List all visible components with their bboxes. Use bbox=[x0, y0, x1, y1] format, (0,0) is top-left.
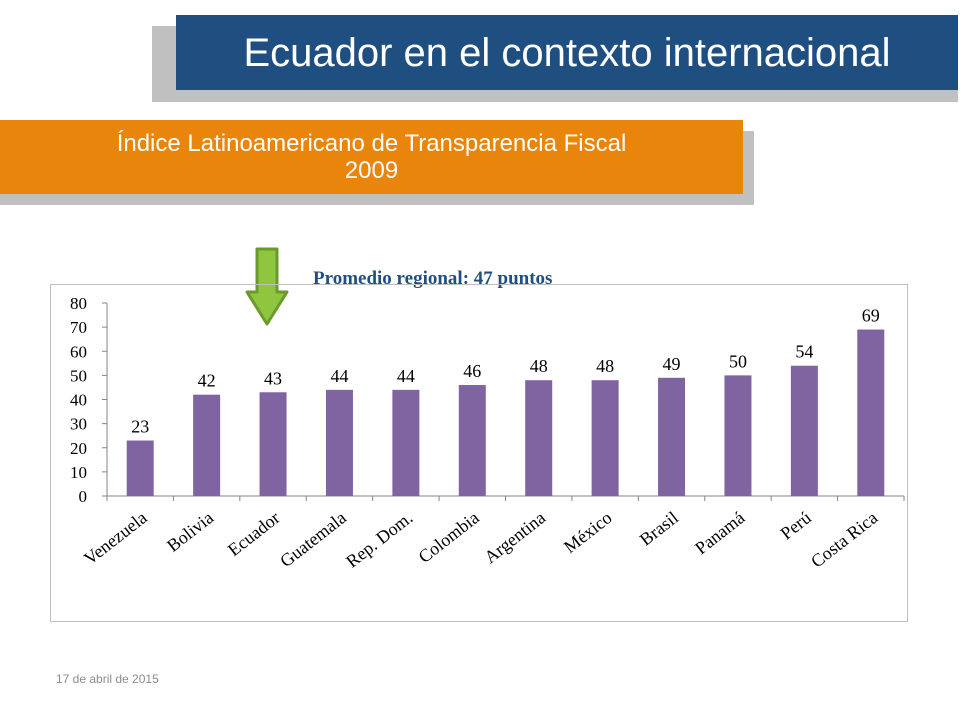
category-label: Panamá bbox=[691, 507, 748, 558]
category-label: Colombia bbox=[414, 507, 482, 566]
y-tick-label: 30 bbox=[70, 415, 87, 434]
subtitle: Índice Latinoamericano de Transparencia … bbox=[22, 130, 722, 184]
y-tick-label: 40 bbox=[70, 391, 87, 410]
category-label: Perú bbox=[777, 507, 815, 543]
subtitle-line-1: Índice Latinoamericano de Transparencia … bbox=[116, 130, 627, 157]
y-tick-label: 50 bbox=[70, 366, 87, 385]
y-tick-label: 60 bbox=[70, 342, 87, 361]
category-label: Rep. Dom. bbox=[342, 507, 416, 571]
data-label: 44 bbox=[397, 366, 415, 386]
category-label: Brasil bbox=[636, 507, 682, 549]
data-label: 69 bbox=[862, 306, 880, 326]
bar bbox=[790, 365, 818, 496]
chart-frame bbox=[50, 284, 908, 622]
regional-average-label: Promedio regional: 47 puntos bbox=[313, 268, 553, 289]
y-tick-label: 0 bbox=[79, 487, 88, 506]
y-tick-label: 10 bbox=[70, 463, 87, 482]
bar bbox=[325, 389, 353, 496]
bar bbox=[724, 375, 752, 496]
bar bbox=[525, 380, 553, 496]
y-tick-label: 70 bbox=[70, 318, 87, 337]
bar bbox=[193, 394, 221, 496]
data-label: 50 bbox=[729, 351, 747, 371]
down-arrow-shape bbox=[245, 247, 289, 326]
data-label: 42 bbox=[198, 371, 216, 391]
data-label: 49 bbox=[663, 354, 681, 374]
category-label: Ecuador bbox=[224, 507, 284, 560]
data-label: 48 bbox=[596, 356, 614, 376]
category-label: Guatemala bbox=[276, 507, 350, 571]
title-banner: Ecuador en el contexto internacional bbox=[176, 15, 958, 90]
bar bbox=[591, 380, 619, 496]
bar bbox=[458, 385, 486, 496]
category-label: Argentina bbox=[480, 507, 549, 567]
subtitle-banner: Índice Latinoamericano de Transparencia … bbox=[0, 120, 743, 194]
data-label: 48 bbox=[530, 356, 548, 376]
data-label: 23 bbox=[131, 417, 149, 437]
data-label: 54 bbox=[795, 342, 813, 362]
category-label: Venezuela bbox=[80, 507, 151, 568]
footer-date: 17 de abril de 2015 bbox=[56, 672, 159, 686]
category-label: Bolivia bbox=[163, 507, 217, 555]
y-tick-label: 20 bbox=[70, 439, 87, 458]
data-label: 44 bbox=[330, 366, 348, 386]
subtitle-line-2: 2009 bbox=[344, 157, 399, 184]
page-title: Ecuador en el contexto internacional bbox=[243, 30, 891, 75]
bar bbox=[259, 392, 287, 496]
data-label: 43 bbox=[264, 368, 282, 388]
bar bbox=[392, 389, 420, 496]
data-label: 46 bbox=[463, 361, 481, 381]
bar bbox=[126, 440, 154, 496]
category-label: México bbox=[560, 507, 616, 557]
down-arrow-icon bbox=[245, 247, 289, 326]
category-label: Costa Rica bbox=[807, 507, 881, 571]
bar bbox=[857, 329, 885, 496]
bar bbox=[658, 377, 686, 496]
y-tick-label: 80 bbox=[70, 294, 87, 313]
